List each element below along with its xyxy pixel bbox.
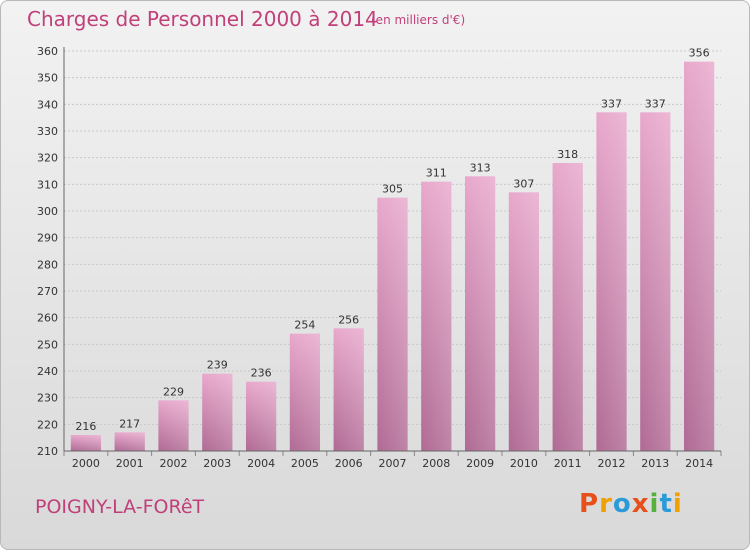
- y-tick-label: 230: [37, 392, 58, 405]
- x-tick-label: 2005: [291, 457, 319, 470]
- bar-value-label: 307: [513, 177, 534, 190]
- bar-highlight: [333, 328, 364, 451]
- commune-name: POIGNY-LA-FORêT: [35, 496, 205, 518]
- x-tick-label: 2009: [466, 457, 494, 470]
- y-tick-label: 270: [37, 285, 58, 298]
- x-tick-label: 2003: [203, 457, 231, 470]
- logo-letter: P: [579, 489, 600, 519]
- x-tick-label: 2011: [554, 457, 582, 470]
- bar-highlight: [158, 400, 189, 451]
- bar-value-label: 254: [294, 319, 315, 332]
- bar-value-label: 313: [470, 161, 491, 174]
- bar-highlight: [421, 181, 452, 451]
- bar-highlight: [377, 197, 408, 451]
- bar-value-label: 239: [207, 359, 228, 372]
- y-tick-label: 280: [37, 258, 58, 271]
- logo-letter: o: [612, 489, 632, 519]
- bar-highlight: [289, 333, 321, 451]
- y-tick-label: 330: [37, 125, 58, 138]
- x-tick-label: 2002: [160, 457, 188, 470]
- bar-highlight: [640, 112, 671, 451]
- y-tick-label: 310: [37, 178, 58, 191]
- bar-highlight: [245, 381, 277, 451]
- logo-letter: i: [672, 489, 683, 519]
- bar-value-label: 305: [382, 183, 403, 196]
- x-tick-label: 2000: [72, 457, 100, 470]
- x-tick-label: 2006: [335, 457, 363, 470]
- x-tick-label: 2014: [685, 457, 713, 470]
- x-tick-label: 2010: [510, 457, 538, 470]
- y-tick-label: 320: [37, 152, 58, 165]
- bar-value-label: 229: [163, 385, 184, 398]
- bar-value-label: 356: [689, 47, 710, 60]
- proxiti-logo: Proxiti: [579, 489, 683, 519]
- bar-highlight: [683, 61, 715, 452]
- y-tick-label: 300: [37, 205, 58, 218]
- bar-value-label: 318: [557, 148, 578, 161]
- bar-value-label: 311: [426, 167, 447, 180]
- axes: 210 220 230 240 250 260 270 280 290 300 310 320 330 3…: [37, 45, 722, 470]
- chart-title: Charges de Personnel 2000 à 2014: [27, 7, 378, 31]
- bar-highlight: [202, 373, 233, 451]
- bar-value-label: 337: [601, 97, 622, 110]
- bar-highlight: [114, 432, 145, 451]
- y-tick-label: 360: [37, 45, 58, 58]
- y-tick-label: 220: [37, 418, 58, 431]
- y-tick-label: 350: [37, 72, 58, 85]
- logo-letter: i: [649, 489, 660, 519]
- bar-value-label: 216: [75, 420, 96, 433]
- logo-letter: x: [631, 489, 650, 519]
- x-tick-label: 2008: [422, 457, 450, 470]
- bar-value-label: 236: [251, 367, 272, 380]
- bar-highlight: [552, 163, 583, 451]
- bars: 216 217 229 239 236 254 256 305 311 313 307 318 337 3…: [70, 47, 715, 452]
- logo-letter: r: [599, 489, 613, 519]
- y-tick-label: 340: [37, 98, 58, 111]
- bar-value-label: 256: [338, 313, 359, 326]
- bar-highlight: [596, 112, 627, 451]
- y-tick-label: 290: [37, 232, 58, 245]
- bar-value-label: 337: [645, 97, 666, 110]
- x-tick-label: 2012: [598, 457, 626, 470]
- chart-subtitle: (en milliers d'€): [371, 13, 466, 27]
- bar-highlight: [70, 435, 102, 451]
- x-tick-label: 2004: [247, 457, 275, 470]
- logo-letter: t: [659, 489, 673, 519]
- y-tick-label: 250: [37, 338, 58, 351]
- bar-value-label: 217: [119, 417, 140, 430]
- y-tick-label: 210: [37, 445, 58, 458]
- y-tick-label: 260: [37, 312, 58, 325]
- x-tick-label: 2001: [116, 457, 144, 470]
- bar-highlight: [508, 192, 540, 452]
- x-tick-label: 2013: [641, 457, 669, 470]
- bar-highlight: [464, 176, 496, 452]
- x-tick-label: 2007: [379, 457, 407, 470]
- y-tick-label: 240: [37, 365, 58, 378]
